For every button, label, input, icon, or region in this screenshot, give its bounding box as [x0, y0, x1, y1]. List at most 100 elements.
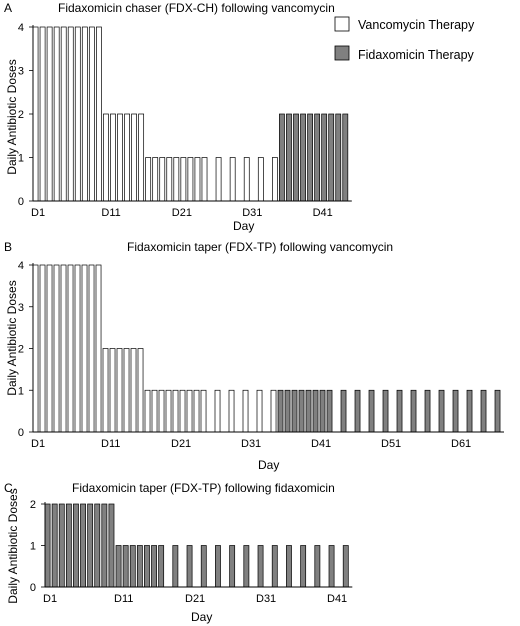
legend-swatch-fidaxomicin — [334, 45, 350, 61]
vancomycin-bar — [81, 26, 88, 202]
legend-label-vancomycin: Vancomycin Therapy — [358, 18, 475, 32]
vancomycin-bar — [151, 389, 158, 433]
fidaxomicin-bar — [354, 389, 361, 433]
fidaxomicin-bar — [215, 545, 221, 588]
vancomycin-bar — [194, 157, 201, 202]
vancomycin-bar — [159, 157, 166, 202]
fidaxomicin-bar — [368, 389, 375, 433]
x-tick-label: D31 — [242, 207, 262, 219]
vancomycin-bar — [124, 113, 130, 202]
panel-letter-a: A — [4, 1, 12, 15]
vancomycin-bar — [173, 157, 180, 202]
y-tick-label: 2 — [30, 499, 36, 511]
fidaxomicin-bar — [300, 545, 307, 588]
vancomycin-bar — [67, 264, 74, 433]
y-tick-label: 1 — [30, 541, 36, 553]
fidaxomicin-bar — [342, 113, 349, 202]
vancomycin-bar — [60, 26, 67, 202]
fidaxomicin-bar — [108, 503, 115, 588]
x-tick-label: D11 — [114, 593, 133, 605]
y-tick-label: 4 — [18, 260, 24, 272]
fidaxomicin-bar — [151, 545, 157, 588]
fidaxomicin-bar — [279, 113, 285, 202]
panel-c-ylabel: Daily Antibiotic Doses — [6, 488, 20, 603]
panel-a-ylabel: Daily Antibiotic Doses — [5, 59, 19, 174]
x-tick-label: D41 — [327, 593, 347, 605]
fidaxomicin-bar — [328, 113, 335, 202]
fidaxomicin-bar — [438, 389, 445, 433]
fidaxomicin-bar — [94, 503, 101, 588]
fidaxomicin-bar — [87, 503, 94, 588]
y-tick-label: 3 — [18, 66, 24, 78]
vancomycin-bar — [110, 113, 116, 202]
vancomycin-bar — [145, 157, 152, 202]
fidaxomicin-bar — [319, 389, 326, 433]
vancomycin-bar — [165, 389, 172, 433]
vancomycin-bar — [201, 157, 208, 202]
fidaxomicin-bar — [291, 389, 298, 433]
panel-c-title: Fidaxomicin taper (FDX-TP) following fid… — [72, 481, 335, 495]
vancomycin-bar — [256, 389, 263, 433]
y-tick-label: 2 — [18, 344, 24, 356]
vancomycin-bar — [74, 264, 81, 433]
vancomycin-bar — [193, 389, 200, 433]
y-tick-label: 1 — [18, 153, 24, 165]
fidaxomicin-bar — [101, 503, 108, 588]
vancomycin-bar — [270, 389, 277, 433]
vancomycin-bar — [60, 264, 67, 433]
panel-c: Fidaxomicin taper (FDX-TP) following fid… — [6, 481, 353, 624]
vancomycin-bar — [53, 26, 60, 202]
fidaxomicin-bar — [382, 389, 389, 433]
fidaxomicin-bar — [342, 545, 349, 588]
fidaxomicin-bar — [277, 389, 284, 433]
vancomycin-bar — [67, 26, 74, 202]
x-tick-label: D21 — [171, 438, 191, 450]
vancomycin-bar — [81, 264, 88, 433]
x-tick-label: D1 — [31, 438, 45, 450]
fidaxomicin-bar — [286, 545, 292, 588]
fidaxomicin-bar — [284, 389, 291, 433]
fidaxomicin-bar — [305, 389, 312, 433]
y-tick-label: 3 — [18, 302, 24, 314]
panel-c-plot: 0 1 2 D1 D11 D21 D31 D41 — [30, 499, 353, 605]
vancomycin-bar — [172, 389, 179, 433]
vancomycin-bar — [243, 157, 250, 202]
panel-a-xlabel: Day — [233, 219, 254, 233]
panel-a-plot: 0 1 2 3 4 D1 D11 D21 D31 D41 — [18, 22, 352, 219]
x-tick-label: D61 — [451, 438, 471, 450]
vancomycin-bar — [32, 264, 39, 433]
vancomycin-bar — [53, 264, 60, 433]
fidaxomicin-bar — [340, 389, 347, 433]
fidaxomicin-bar — [396, 389, 403, 433]
vancomycin-bar — [39, 26, 46, 202]
vancomycin-bar — [123, 348, 130, 433]
panel-b-plot: 0 1 2 3 4 D1 D11 D21 D31 D41 D51 D61 — [18, 260, 504, 450]
vancomycin-bar — [46, 26, 53, 202]
panel-b-xlabel: Day — [258, 458, 279, 472]
legend-label-fidaxomicin: Fidaxomicin Therapy — [358, 48, 475, 62]
fidaxomicin-bar — [410, 389, 417, 433]
y-tick-label: 1 — [18, 385, 24, 397]
fidaxomicin-bar — [144, 545, 150, 588]
fidaxomicin-bar — [229, 545, 236, 588]
vancomycin-bar — [257, 157, 264, 202]
x-tick-label: D21 — [185, 593, 205, 605]
vancomycin-bar — [74, 26, 81, 202]
x-tick-label: D1 — [43, 593, 57, 605]
legend-swatch-vancomycin — [334, 16, 350, 32]
panel-a: Fidaxomicin chaser (FDX-CH) following va… — [5, 1, 352, 233]
fidaxomicin-bar — [307, 113, 313, 202]
vancomycin-bar — [187, 157, 194, 202]
panel-a-title: Fidaxomicin chaser (FDX-CH) following va… — [58, 1, 335, 15]
vancomycin-bar — [158, 389, 165, 433]
fidaxomicin-bar — [286, 113, 292, 202]
vancomycin-bar — [103, 113, 109, 202]
fidaxomicin-bar — [314, 545, 321, 588]
vancomycin-bar — [186, 389, 193, 433]
vancomycin-bar — [96, 26, 102, 202]
x-tick-label: D41 — [313, 207, 333, 219]
fidaxomicin-bar — [257, 545, 264, 588]
x-tick-label: D51 — [381, 438, 401, 450]
fidaxomicin-bar — [321, 113, 328, 202]
